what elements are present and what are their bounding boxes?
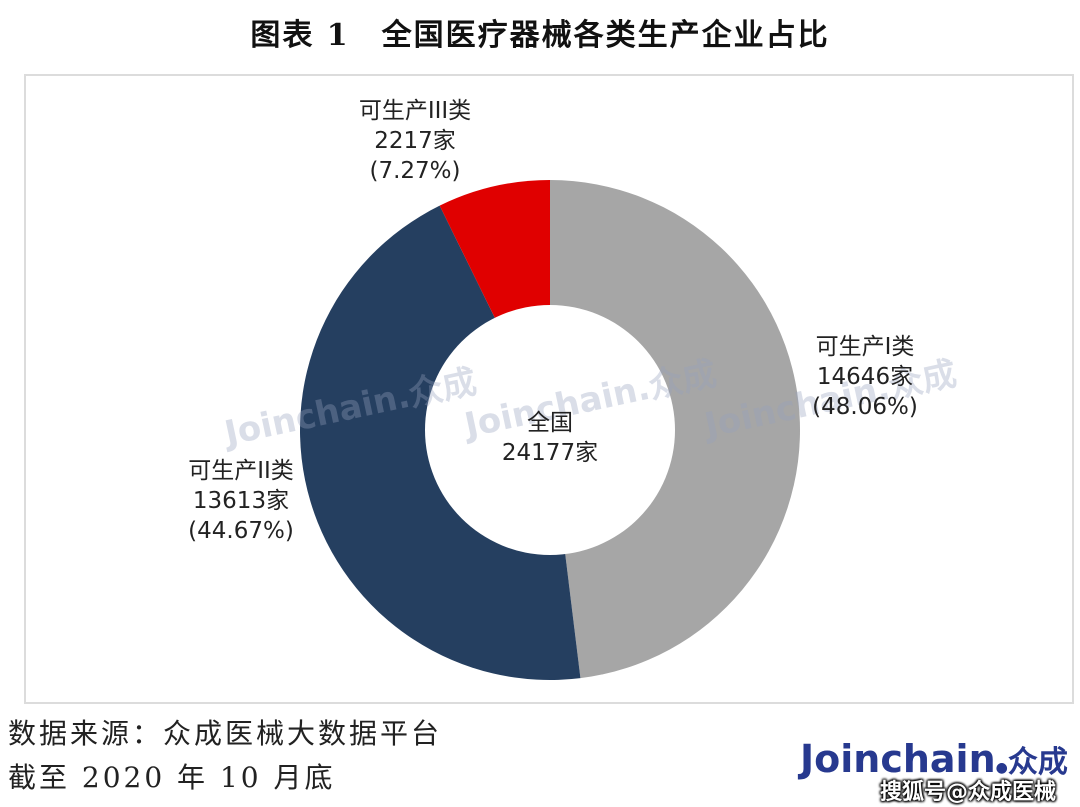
- donut-hole: [425, 305, 675, 555]
- chart-title: 图表 1 全国医疗器械各类生产企业占比: [250, 18, 830, 53]
- label-class3-pct: (7.27%): [369, 158, 461, 184]
- sohu-credit: 搜狐号@众成医械: [880, 780, 1057, 805]
- logo-cn-text: 众成: [1007, 745, 1068, 780]
- label-class2-count: 13613家: [192, 488, 290, 514]
- label-class1-name: 可生产I类: [815, 334, 915, 360]
- logo-text: Joinchain: [800, 737, 996, 781]
- logo-dot: ●: [995, 760, 1008, 776]
- center-label: 全国 24177家: [488, 408, 612, 468]
- center-label-title: 全国: [527, 410, 573, 436]
- label-class1-count: 14646家: [816, 364, 914, 390]
- label-class2-name: 可生产II类: [188, 458, 294, 484]
- center-label-total: 24177家: [501, 440, 599, 466]
- label-class2: 可生产II类 13613家 (44.67%): [166, 456, 316, 546]
- label-class1-pct: (48.06%): [812, 394, 918, 420]
- label-class3-count: 2217家: [374, 128, 456, 154]
- label-class3: 可生产III类 2217家 (7.27%): [340, 96, 490, 186]
- donut-slice-1: [550, 180, 801, 679]
- data-source: 数据来源：众成医械大数据平台: [8, 717, 443, 750]
- joinchain-logo: Joinchain●众成: [800, 737, 1068, 781]
- label-class3-name: 可生产III类: [358, 98, 472, 124]
- label-class1: 可生产I类 14646家 (48.06%): [790, 332, 940, 422]
- label-class2-pct: (44.67%): [188, 518, 294, 544]
- data-date: 截至 2020 年 10 月底: [8, 761, 336, 794]
